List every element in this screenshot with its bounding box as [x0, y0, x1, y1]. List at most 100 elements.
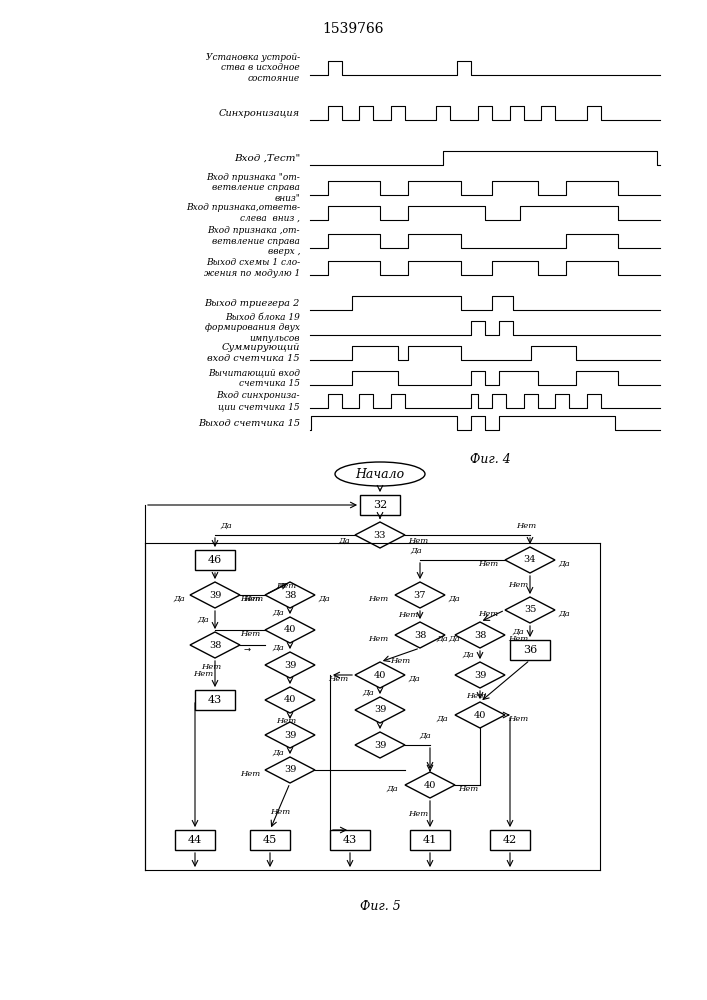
Bar — [410, 830, 450, 850]
Text: 38: 38 — [209, 641, 221, 650]
Text: Нет: Нет — [458, 785, 478, 793]
Text: Нет: Нет — [240, 630, 260, 638]
Text: Вход признака "от-
ветвление справа
вниз": Вход признака "от- ветвление справа вниз… — [206, 173, 300, 203]
Text: Выход триегера 2: Выход триегера 2 — [204, 298, 300, 308]
Text: Да: Да — [272, 644, 284, 652]
Text: 35: 35 — [524, 605, 536, 614]
Text: Да: Да — [410, 547, 422, 555]
Text: Да: Да — [448, 635, 460, 643]
Text: Фиг. 5: Фиг. 5 — [360, 900, 400, 913]
Text: 46: 46 — [208, 555, 222, 565]
Text: Нет: Нет — [243, 595, 263, 603]
Bar — [510, 640, 550, 660]
Text: Синхронизация: Синхронизация — [219, 108, 300, 117]
Text: 39: 39 — [209, 590, 221, 599]
Text: 40: 40 — [284, 696, 296, 704]
Text: 1539766: 1539766 — [322, 22, 384, 36]
Text: 36: 36 — [523, 645, 537, 655]
Text: Вход ,Тест": Вход ,Тест" — [234, 153, 300, 162]
Text: Да: Да — [436, 635, 448, 643]
Text: Да: Да — [318, 595, 329, 603]
Text: 40: 40 — [423, 780, 436, 790]
Text: Нет: Нет — [478, 560, 498, 568]
Text: 38: 38 — [284, 590, 296, 599]
Text: Да: Да — [272, 748, 284, 756]
Text: Да: Да — [448, 595, 460, 603]
Text: Да: Да — [408, 675, 420, 683]
Text: 39: 39 — [284, 660, 296, 670]
Text: Вход признака,ответв-
слева  вниз ,: Вход признака,ответв- слева вниз , — [186, 203, 300, 223]
Text: →: → — [243, 645, 250, 654]
Text: 44: 44 — [188, 835, 202, 845]
Text: Да: Да — [220, 522, 232, 530]
Text: Вход признака ,от-
ветвление справа
вверх ,: Вход признака ,от- ветвление справа ввер… — [207, 226, 300, 256]
Bar — [360, 495, 400, 515]
Text: 34: 34 — [524, 556, 536, 564]
Text: 37: 37 — [414, 590, 426, 599]
Text: Нет: Нет — [328, 675, 348, 683]
Text: Выход схемы 1 сло-
жения по модулю 1: Выход схемы 1 сло- жения по модулю 1 — [204, 258, 300, 278]
Text: Нет: Нет — [478, 610, 498, 618]
Text: Вход синхрониза-
ции счетчика 15: Вход синхрониза- ции счетчика 15 — [216, 391, 300, 411]
Text: Нет: Нет — [408, 537, 428, 545]
Text: 38: 38 — [414, 631, 426, 640]
Text: Нет: Нет — [240, 595, 260, 603]
Text: Да: Да — [338, 537, 350, 545]
Text: Да: Да — [386, 785, 398, 793]
Text: Установка устрой-
ства в исходное
состояние: Установка устрой- ства в исходное состоя… — [206, 53, 300, 83]
Bar — [195, 690, 235, 710]
Text: 39: 39 — [374, 706, 386, 714]
Text: Да: Да — [419, 732, 431, 740]
Text: Суммирующий
вход счетчика 15: Суммирующий вход счетчика 15 — [207, 343, 300, 363]
Text: Да: Да — [558, 610, 570, 618]
Text: Да: Да — [436, 715, 448, 723]
Text: Нет: Нет — [368, 595, 388, 603]
Text: Выход счетчика 15: Выход счетчика 15 — [198, 418, 300, 428]
Text: Да: Да — [173, 595, 185, 603]
Text: 33: 33 — [374, 530, 386, 540]
Text: Нет: Нет — [508, 581, 528, 589]
Text: 40: 40 — [474, 710, 486, 720]
Text: 32: 32 — [373, 500, 387, 510]
Text: Нет: Нет — [193, 670, 213, 678]
Bar — [195, 550, 235, 570]
Text: Нет: Нет — [398, 611, 418, 619]
Text: Да: Да — [362, 688, 374, 696]
Bar — [250, 830, 290, 850]
Text: Нет: Нет — [276, 582, 296, 590]
Text: 40: 40 — [374, 670, 386, 680]
Text: Нет: Нет — [508, 635, 528, 643]
Bar — [330, 830, 370, 850]
Text: Нет: Нет — [270, 808, 290, 816]
Text: Нет: Нет — [390, 657, 410, 665]
Text: 39: 39 — [284, 766, 296, 774]
Text: 39: 39 — [474, 670, 486, 680]
Text: Нет: Нет — [466, 692, 486, 700]
Text: Нет: Нет — [276, 717, 296, 725]
Text: Нет: Нет — [508, 715, 528, 723]
Text: Да: Да — [197, 616, 209, 624]
Text: 43: 43 — [208, 695, 222, 705]
Text: 40: 40 — [284, 626, 296, 635]
Text: 41: 41 — [423, 835, 437, 845]
Text: Да: Да — [512, 628, 524, 636]
Text: Нет: Нет — [240, 770, 260, 778]
Text: Нет: Нет — [368, 635, 388, 643]
Text: 43: 43 — [343, 835, 357, 845]
Bar — [175, 830, 215, 850]
Text: Да: Да — [558, 560, 570, 568]
Text: Да: Да — [462, 651, 474, 659]
Text: 39: 39 — [284, 730, 296, 740]
Text: 45: 45 — [263, 835, 277, 845]
Bar — [490, 830, 530, 850]
Text: 38: 38 — [474, 631, 486, 640]
Text: Нет: Нет — [516, 522, 536, 530]
Text: 42: 42 — [503, 835, 517, 845]
Text: Да: Да — [272, 608, 284, 616]
Text: Нет: Нет — [408, 810, 428, 818]
Text: Выход блока 19
формирования двух
импульсов: Выход блока 19 формирования двух импульс… — [205, 313, 300, 343]
Text: Нет: Нет — [201, 663, 221, 671]
Text: Фиг. 4: Фиг. 4 — [469, 453, 510, 466]
Text: 39: 39 — [374, 740, 386, 750]
Text: Вычитающий вход
счетчика 15: Вычитающий вход счетчика 15 — [208, 368, 300, 388]
